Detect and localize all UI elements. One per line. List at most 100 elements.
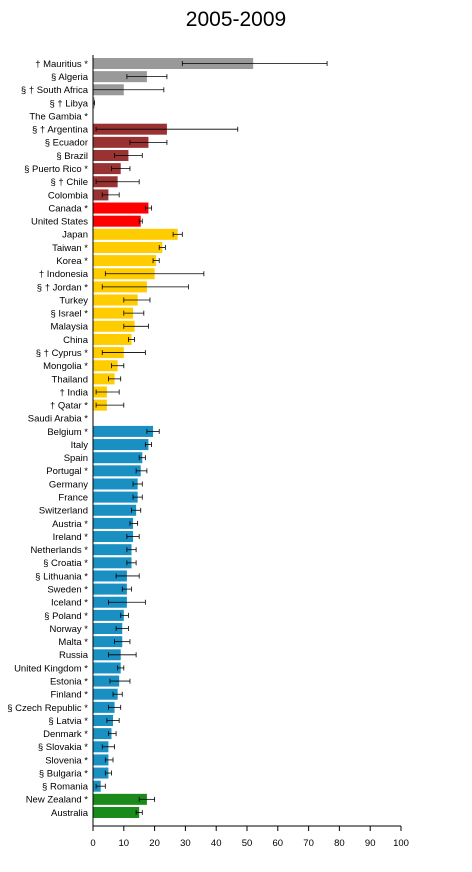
bar bbox=[93, 531, 134, 543]
bar bbox=[93, 149, 129, 161]
category-label: § Lithuania * bbox=[35, 571, 88, 582]
bar bbox=[93, 478, 138, 490]
bar bbox=[93, 570, 127, 582]
bar bbox=[93, 189, 109, 201]
category-label: Ireland * bbox=[53, 532, 89, 543]
category-label: Malaysia bbox=[51, 322, 89, 333]
category-label: Switzerland bbox=[39, 506, 88, 517]
bar bbox=[93, 228, 178, 240]
category-label: § † Argentina bbox=[32, 125, 89, 136]
category-label: France bbox=[58, 493, 88, 504]
x-tick-label: 80 bbox=[334, 838, 345, 849]
bar bbox=[93, 741, 109, 753]
category-label: § Romania bbox=[42, 782, 89, 793]
category-label: † Qatar * bbox=[50, 401, 88, 412]
bar bbox=[93, 215, 141, 227]
bar bbox=[93, 675, 120, 687]
bar bbox=[93, 701, 115, 713]
category-labels: † Mauritius * § Algeria § † South Africa § … bbox=[7, 59, 89, 819]
bar bbox=[93, 241, 163, 253]
bar bbox=[93, 623, 123, 635]
bar bbox=[93, 202, 149, 214]
bar bbox=[93, 517, 134, 529]
category-label: Germany bbox=[49, 479, 88, 490]
category-label: Sweden * bbox=[47, 585, 88, 596]
bar bbox=[93, 557, 132, 569]
bar bbox=[93, 504, 137, 516]
category-label: § Puerto Rico * bbox=[24, 164, 88, 175]
category-label: § † Chile bbox=[51, 177, 89, 188]
bar bbox=[93, 688, 118, 700]
category-label: Taiwan * bbox=[52, 243, 88, 254]
bar bbox=[93, 609, 124, 621]
bar bbox=[93, 163, 121, 175]
category-label: † Indonesia bbox=[39, 269, 89, 280]
category-label: Denmark * bbox=[43, 729, 88, 740]
category-label: Malta * bbox=[58, 637, 88, 648]
bar bbox=[93, 373, 115, 385]
bar bbox=[93, 715, 114, 726]
bar bbox=[93, 465, 141, 477]
bar bbox=[93, 294, 138, 306]
bar bbox=[93, 636, 123, 648]
bar bbox=[93, 333, 132, 345]
category-label: Thailand bbox=[52, 374, 88, 385]
x-tick-label: 90 bbox=[365, 838, 376, 849]
category-label: Spain bbox=[64, 453, 88, 464]
x-tick-label: 0 bbox=[90, 838, 95, 849]
bar bbox=[93, 662, 121, 674]
category-label: Australia bbox=[51, 808, 89, 819]
x-tick-label: 50 bbox=[242, 838, 253, 849]
bar bbox=[93, 806, 140, 818]
category-label: § Bulgaria * bbox=[39, 768, 88, 779]
category-label: § Latvia * bbox=[48, 716, 88, 727]
bar bbox=[93, 307, 134, 319]
category-label: § † South Africa bbox=[21, 85, 89, 96]
bar bbox=[93, 255, 157, 267]
bar bbox=[93, 754, 109, 766]
category-label: § Israel * bbox=[51, 309, 89, 320]
x-tick-label: 30 bbox=[180, 838, 191, 849]
bar bbox=[93, 793, 147, 805]
category-label: China bbox=[63, 335, 89, 346]
category-label: Belgium * bbox=[47, 427, 88, 438]
category-label: § Ecuador bbox=[45, 138, 88, 149]
bar bbox=[93, 58, 254, 69]
category-label: Finland * bbox=[51, 690, 89, 701]
bar bbox=[93, 491, 138, 503]
category-label: Austria * bbox=[52, 519, 88, 530]
category-label: Turkey bbox=[59, 295, 88, 306]
category-label: Estonia * bbox=[50, 676, 88, 687]
x-tick-label: 10 bbox=[119, 838, 130, 849]
bar bbox=[93, 583, 127, 595]
category-label: § Poland * bbox=[44, 611, 88, 622]
category-label: § † Jordan * bbox=[37, 282, 89, 293]
bar bbox=[93, 360, 118, 372]
bars-layer bbox=[92, 58, 328, 818]
category-label: † Mauritius * bbox=[35, 59, 88, 70]
category-label: Japan bbox=[62, 230, 88, 241]
category-label: Canada * bbox=[48, 203, 88, 214]
category-label: † India bbox=[59, 387, 88, 398]
category-label: § † Libya bbox=[49, 98, 88, 109]
bar bbox=[93, 452, 143, 464]
category-label: § Croatia * bbox=[43, 558, 88, 569]
bar bbox=[93, 649, 121, 661]
category-label: § Brazil bbox=[56, 151, 88, 162]
category-label: Russia bbox=[59, 650, 89, 661]
bar bbox=[93, 425, 154, 437]
category-label: Portugal * bbox=[46, 466, 88, 477]
x-tick-label: 40 bbox=[211, 838, 222, 849]
category-label: § Slovakia * bbox=[38, 742, 88, 753]
bar bbox=[93, 767, 109, 779]
category-label: § Algeria bbox=[51, 72, 89, 83]
category-label: Mongolia * bbox=[43, 361, 88, 372]
category-label: Saudi Arabia * bbox=[28, 414, 89, 425]
chart-title: 2005-2009 bbox=[185, 8, 287, 31]
category-label: The Gambia * bbox=[29, 111, 88, 122]
category-label: New Zealand * bbox=[26, 795, 89, 806]
x-tick-label: 20 bbox=[149, 838, 160, 849]
bar bbox=[93, 439, 149, 451]
bar bbox=[93, 71, 147, 83]
